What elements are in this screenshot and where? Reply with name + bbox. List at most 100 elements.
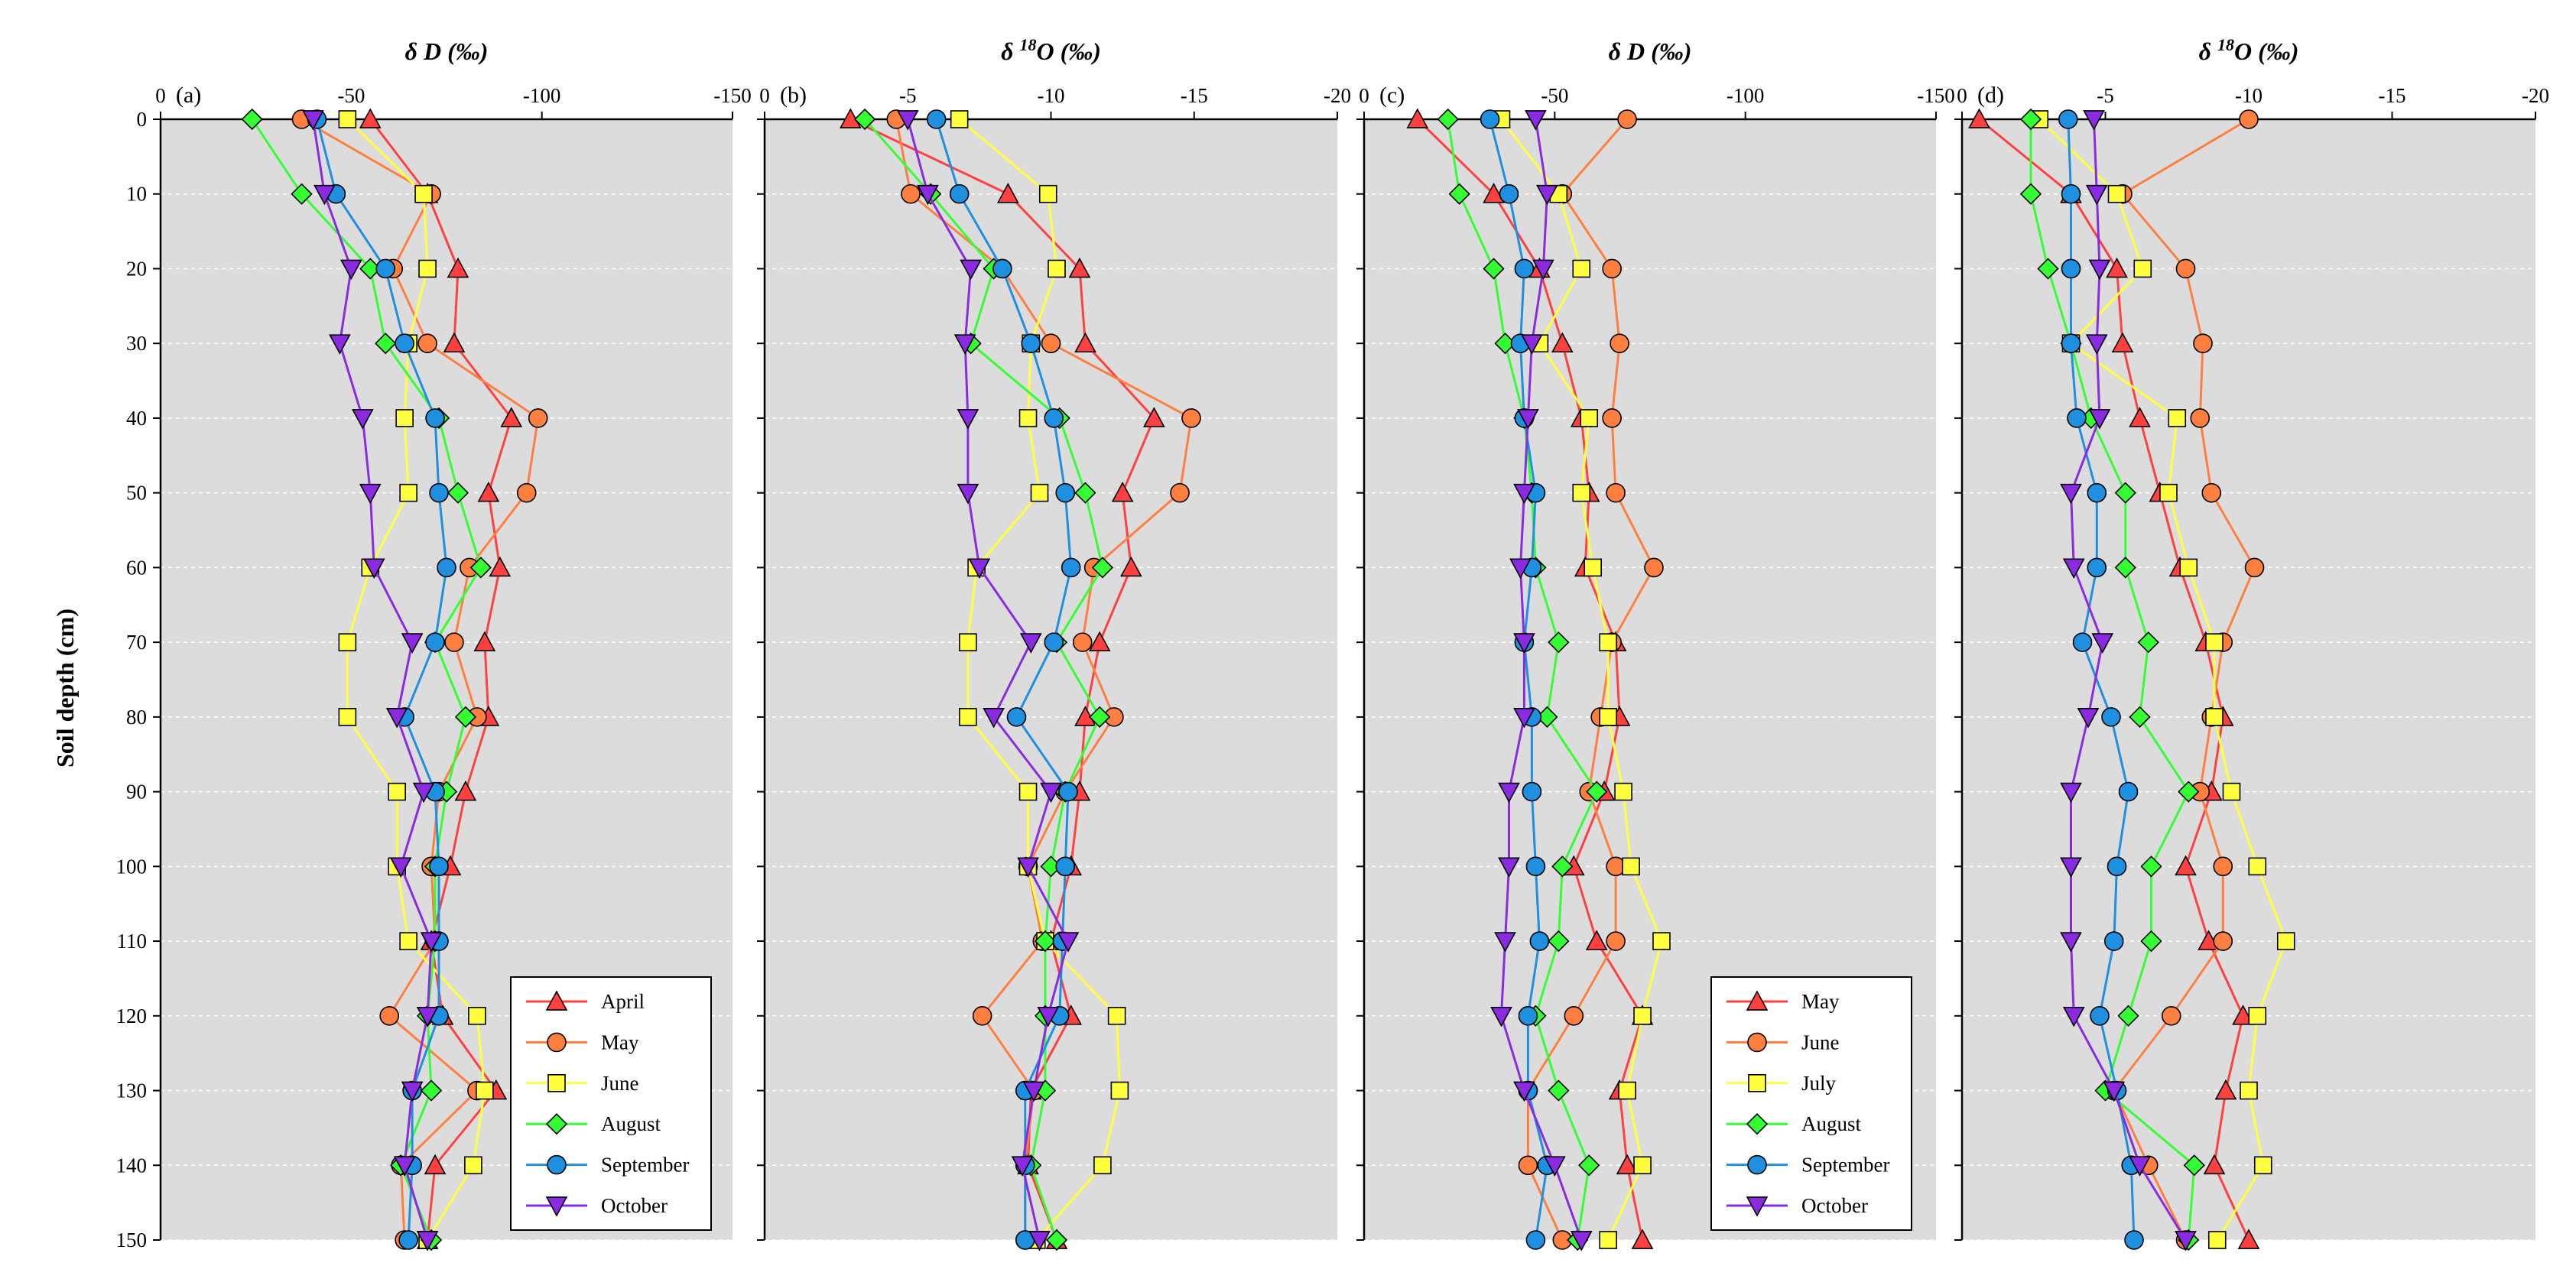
y-axis-label: Soil depth (cm) — [51, 609, 79, 768]
legend-marker — [1746, 1113, 1769, 1135]
data-point — [401, 633, 424, 654]
data-point — [1483, 183, 1505, 203]
series-line — [1489, 118, 1548, 1241]
x-tick-label: -5 — [899, 84, 917, 107]
series-line — [2113, 118, 2256, 1241]
data-point — [2061, 333, 2081, 354]
data-point — [968, 558, 991, 579]
legend-box — [1710, 976, 1912, 1231]
data-point — [420, 932, 443, 953]
axis-title: δ D (‰) — [1609, 37, 1692, 65]
data-point — [2101, 707, 2121, 727]
legend-label: August — [601, 1112, 661, 1135]
data-point — [241, 108, 263, 131]
y-tick-label: 140 — [116, 1154, 148, 1177]
data-point — [1045, 1229, 1068, 1251]
legend-item-october: October — [1727, 1194, 1868, 1217]
y-tick-label: 10 — [126, 183, 147, 206]
data-point — [1028, 1231, 1051, 1251]
legend-item-may: May — [1727, 990, 1840, 1013]
legend-marker — [545, 1113, 568, 1135]
series-line — [300, 118, 540, 1241]
data-point — [1652, 932, 1671, 950]
data-point — [2137, 631, 2159, 654]
data-point — [2205, 633, 2224, 651]
data-point — [1513, 708, 1535, 729]
series-line — [1526, 118, 1655, 1241]
data-point — [1617, 109, 1637, 129]
data-point — [926, 109, 947, 129]
data-point — [379, 1006, 400, 1026]
data-point — [418, 259, 437, 278]
data-point — [1181, 408, 1201, 428]
data-point — [1606, 482, 1626, 503]
data-point — [2248, 857, 2267, 876]
data-point — [424, 1154, 447, 1175]
legend-label: September — [1801, 1154, 1889, 1177]
data-point — [2205, 708, 2224, 726]
data-point — [375, 333, 397, 355]
data-point — [1602, 258, 1622, 279]
data-point — [1578, 1154, 1600, 1177]
data-point — [500, 407, 523, 427]
legend-item-april: April — [526, 990, 645, 1013]
data-point — [429, 482, 449, 503]
legend-label: October — [1801, 1194, 1868, 1217]
legend-label: June — [601, 1072, 639, 1095]
data-point — [1041, 333, 1061, 354]
data-point — [2085, 184, 2108, 206]
data-point — [375, 258, 396, 279]
x-tick-label: -5 — [2097, 84, 2114, 107]
data-point — [1580, 409, 1599, 427]
data-point — [1521, 334, 1543, 355]
data-point — [1017, 857, 1039, 878]
data-point — [2175, 1231, 2197, 1251]
series-line — [346, 118, 486, 1241]
panel-label: (d) — [1977, 83, 2004, 108]
data-point — [2037, 258, 2059, 280]
data-point — [2061, 258, 2081, 279]
data-point — [417, 333, 437, 354]
data-point — [996, 183, 1019, 203]
series-line — [316, 118, 448, 1241]
data-point — [477, 481, 500, 502]
data-point — [2168, 409, 2187, 427]
data-point — [1034, 930, 1057, 953]
data-point — [1055, 856, 1076, 877]
axis-title: δ 18O (‰) — [2199, 35, 2299, 65]
legend-marker — [547, 1154, 567, 1175]
data-point — [1548, 930, 1570, 953]
data-point — [339, 259, 362, 281]
data-point — [2058, 109, 2078, 129]
data-point — [1044, 408, 1064, 428]
legend-item-june: June — [526, 1072, 639, 1095]
legend-item-june: June — [1727, 1031, 1840, 1053]
data-point — [2114, 482, 2136, 504]
data-point — [1018, 782, 1038, 801]
legend-item-august: August — [1727, 1112, 1862, 1135]
x-tick-label: 0 — [1957, 84, 1967, 107]
data-point — [1618, 1081, 1636, 1100]
data-point — [1968, 108, 1990, 128]
data-point — [416, 1006, 439, 1027]
legend-marker — [545, 1196, 568, 1217]
data-point — [1142, 407, 1165, 427]
data-point — [416, 1231, 439, 1251]
data-point — [1564, 1006, 1584, 1026]
data-point — [1110, 1081, 1129, 1100]
data-point — [1518, 1006, 1538, 1026]
legend-item-october: October — [526, 1194, 668, 1217]
data-point — [2175, 258, 2196, 279]
legend-marker — [547, 1074, 566, 1092]
data-point — [1584, 558, 1602, 577]
data-point — [2175, 855, 2197, 876]
data-point — [2107, 184, 2126, 203]
data-point — [2193, 333, 2213, 354]
series-line — [849, 118, 1156, 1241]
data-point — [2107, 856, 2127, 877]
x-tick-label: -100 — [1727, 84, 1765, 107]
data-point — [2117, 1005, 2139, 1027]
data-point — [393, 1156, 416, 1177]
legend-box — [510, 976, 712, 1231]
data-point — [959, 708, 977, 726]
